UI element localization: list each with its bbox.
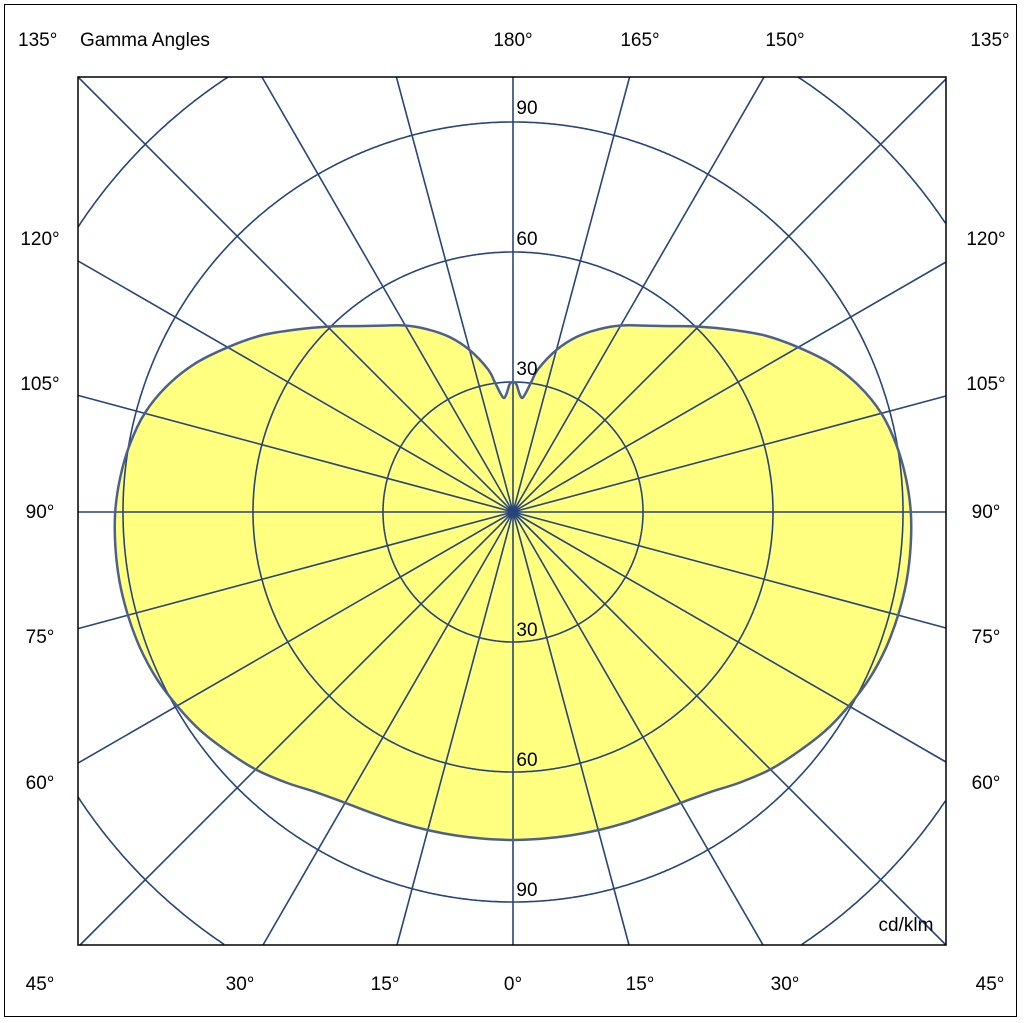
ring-label-30-top: 30	[516, 359, 538, 380]
right-label-60: 60°	[971, 773, 1001, 794]
grid-spoke-240	[77, 260, 514, 513]
grid-spoke-285	[77, 511, 514, 630]
ring-label-60-top: 60	[516, 229, 538, 250]
top-label-135-left: 135°	[18, 30, 58, 51]
left-label-120: 120°	[20, 229, 60, 250]
grid-spoke-15	[512, 511, 630, 946]
top-label-135-right: 135°	[970, 30, 1010, 51]
grid-spoke-30	[512, 511, 764, 946]
bottom-label-45-right: 45°	[975, 974, 1005, 995]
bottom-label-30-left: 30°	[225, 974, 255, 995]
bottom-label-0: 0°	[503, 974, 523, 995]
grid-spoke-135	[512, 78, 947, 513]
top-label-165: 165°	[620, 30, 660, 51]
left-label-105: 105°	[20, 374, 60, 395]
grid-spoke-60	[512, 511, 947, 763]
grid-spoke-330	[262, 511, 514, 946]
grid-spoke-255	[77, 394, 514, 513]
ring-label-60-bottom: 60	[516, 750, 538, 771]
grid-spoke-45	[512, 511, 947, 946]
right-label-120: 120°	[966, 229, 1006, 250]
grid-spoke-165	[512, 76, 631, 513]
grid-spoke-345	[396, 511, 514, 946]
bottom-label-15-left: 15°	[370, 974, 400, 995]
grid-spoke-300	[77, 511, 514, 764]
grid-spoke-195	[395, 76, 514, 513]
bottom-label-45-left: 45°	[25, 974, 55, 995]
grid-spoke-150	[512, 76, 765, 513]
right-label-105: 105°	[966, 374, 1006, 395]
grid-spoke-225	[77, 76, 514, 513]
right-label-75: 75°	[971, 627, 1001, 648]
bottom-label-30-right: 30°	[770, 974, 800, 995]
grid-spoke-210	[261, 76, 514, 513]
left-label-60: 60°	[25, 773, 55, 794]
intensity-curve	[113, 323, 913, 842]
plot-border	[77, 76, 947, 946]
grid-spoke-315	[79, 511, 514, 946]
grid-spoke-120	[512, 261, 947, 513]
grid-spoke-105	[512, 395, 947, 513]
ring-label-90-top: 90	[516, 98, 538, 119]
ring-label-90-bottom: 90	[516, 880, 538, 901]
top-label-150: 150°	[765, 30, 805, 51]
left-label-90: 90°	[25, 502, 55, 523]
chart-frame	[4, 4, 1017, 1017]
right-label-90: 90°	[971, 502, 1001, 523]
grid-spoke-75	[512, 511, 947, 629]
top-label-180: 180°	[493, 30, 533, 51]
ring-label-30-bottom: 30	[516, 620, 538, 641]
left-label-75: 75°	[25, 627, 55, 648]
unit-label: cd/klm	[878, 915, 934, 936]
chart-title: Gamma Angles	[80, 30, 210, 51]
bottom-label-15-right: 15°	[625, 974, 655, 995]
